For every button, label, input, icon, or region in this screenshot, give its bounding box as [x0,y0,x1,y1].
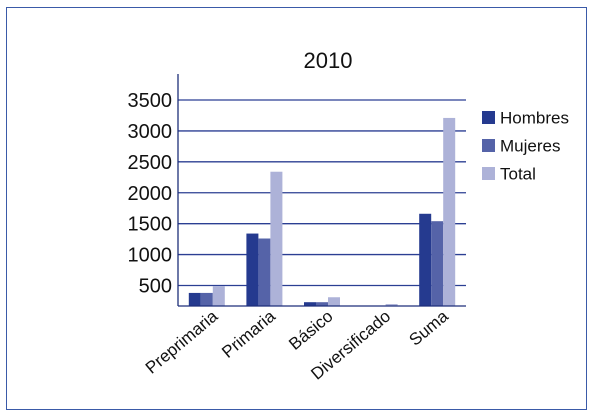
x-tick-label: Preprimaria [142,306,222,377]
y-tick-label: 2500 [128,152,173,174]
bar [385,304,398,306]
x-tick-label: Primaria [218,306,279,362]
y-tick-label: 3000 [128,121,173,143]
bar-chart: 2010 500 1000 1500 2000 2500 3000 3500 Preprim… [128,48,569,384]
chart-title: 2010 [304,48,353,73]
bars [188,117,456,306]
axes [177,74,466,307]
gridlines [178,99,466,287]
x-tick-label: Básico [285,307,336,354]
y-tick-label: 2000 [128,183,173,205]
chart-frame: 2010 500 1000 1500 2000 2500 3000 3500 Preprim… [6,7,587,410]
legend-swatch [482,167,495,180]
bar [246,233,259,306]
y-tick-label: 1500 [128,214,173,236]
bar [258,238,271,306]
x-tick-label: Suma [406,306,453,349]
legend: Hombres Mujeres Total [482,109,569,184]
y-tick-label: 1000 [128,245,173,267]
bar [212,286,225,306]
bar [304,302,316,306]
bar [443,117,456,306]
bar [328,297,340,306]
bar [316,302,328,306]
y-tick-label: 3500 [128,90,173,112]
bar [270,171,283,306]
bar [200,292,213,306]
legend-label: Mujeres [500,137,560,156]
legend-swatch [482,139,495,152]
bar [419,213,432,306]
bar [431,221,444,306]
y-tick-label: 500 [139,276,172,298]
y-axis-ticks: 500 1000 1500 2000 2500 3000 3500 [128,90,173,298]
legend-swatch [482,111,495,124]
legend-label: Hombres [500,109,569,128]
bar [188,292,201,306]
legend-label: Total [500,165,536,184]
